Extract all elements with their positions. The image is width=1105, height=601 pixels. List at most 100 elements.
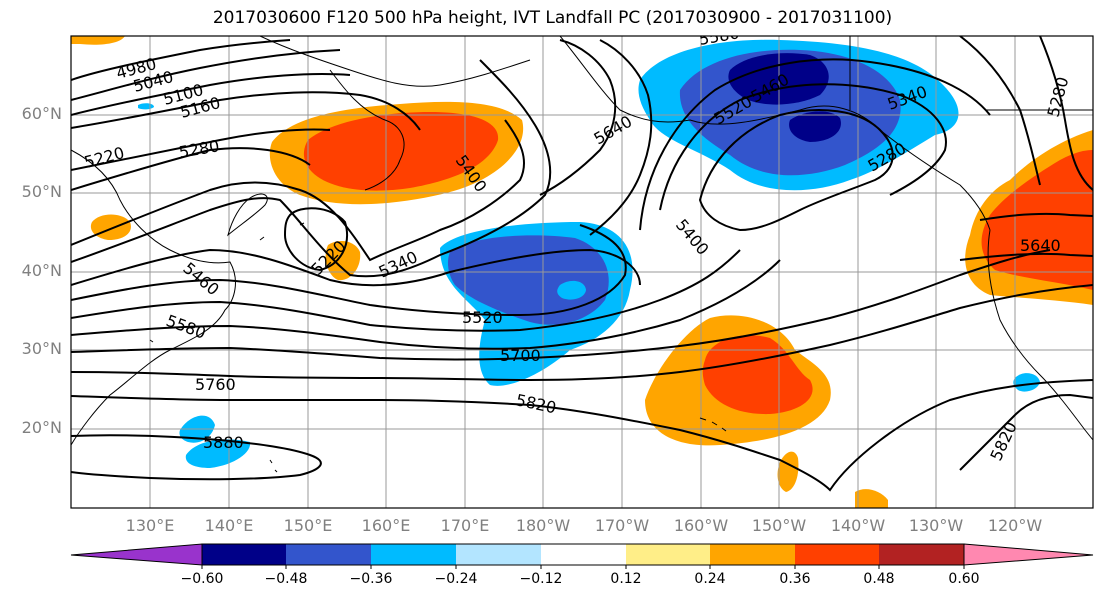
contour-label: 5220 — [82, 143, 126, 172]
colorbar-extend-high — [963, 543, 1094, 566]
contour-label: 5760 — [195, 375, 236, 394]
lat-label-20n: 20°N — [21, 418, 62, 437]
contour-label: 5400 — [672, 215, 713, 258]
contour-label: 5280 — [177, 136, 220, 162]
contour-5400 — [71, 59, 552, 278]
contour-label: 5700 — [500, 346, 541, 365]
colorbar-bin — [371, 544, 456, 565]
shade-negative-central-inner — [557, 280, 586, 300]
contour-5700 — [71, 249, 1051, 361]
contour-west3 — [979, 212, 1093, 221]
shade-positive-small4 — [855, 489, 888, 508]
lon-label-140e: 140°E — [204, 516, 254, 535]
colorbar-tick-label: 0.12 — [610, 571, 642, 587]
contour-5520 — [71, 224, 627, 317]
contour-label: 5460 — [179, 259, 222, 300]
contour-5580 — [71, 249, 741, 332]
colorbar-bin — [286, 544, 371, 565]
coast-siberia — [259, 36, 531, 87]
coast-alaska — [559, 36, 991, 231]
contour-5640 — [71, 259, 781, 350]
contour-ridge — [539, 39, 617, 196]
lon-label-180w: 180°W — [515, 516, 571, 535]
lon-label-150e: 150°E — [283, 516, 333, 535]
contour-5460 — [71, 248, 641, 287]
coast-hawaii — [699, 417, 727, 432]
contour-alaska-low3 — [639, 58, 991, 231]
contour-alaska-low1 — [698, 109, 894, 232]
contour-5220 — [71, 128, 331, 171]
height-contours — [71, 36, 1093, 492]
contour-5100 — [71, 73, 351, 116]
lat-label-40n: 40°N — [21, 261, 62, 280]
contour-label: 5640 — [591, 112, 636, 149]
contour-label: 5640 — [1020, 236, 1061, 255]
contour-5160 — [71, 91, 421, 131]
colorbar-tick-label: 0.36 — [779, 571, 811, 587]
contour-label: 5820 — [514, 390, 558, 417]
contour-5820 — [71, 379, 1093, 492]
coast-na-west — [987, 229, 1093, 441]
colorbar-extend-low — [70, 543, 203, 566]
colorbar-bin — [879, 544, 964, 565]
contour-label: 5880 — [203, 433, 244, 452]
contour-5040 — [71, 49, 341, 101]
contour-5880 — [71, 434, 322, 481]
colorbar-tick-label: 0.48 — [863, 571, 895, 587]
contour-5760 — [71, 284, 1093, 382]
lon-label-160w: 160°W — [673, 516, 729, 535]
coast-islands — [149, 222, 305, 473]
colorbar — [70, 543, 1094, 569]
shade-positive-small2 — [325, 240, 361, 281]
shade-negative-small4 — [138, 103, 154, 110]
colorbar-bin — [710, 544, 795, 565]
map-title: 2017030600 F120 500 hPa height, IVT Land… — [212, 8, 893, 28]
shade-negative-small2 — [185, 439, 251, 468]
shade-positive-kamchatka-core — [303, 112, 499, 191]
colorbar-bin — [626, 544, 710, 565]
lon-label-140w: 140°W — [830, 516, 886, 535]
contour-sw — [959, 393, 1093, 471]
contour-west1 — [959, 36, 1041, 186]
lat-label-60n: 60°N — [21, 104, 62, 123]
coast-kamchatka — [329, 69, 405, 191]
colorbar-tick-label: 0.24 — [694, 571, 726, 587]
shade-positive-corner — [71, 36, 125, 45]
contour-5220-ring — [283, 207, 348, 272]
contour-4980 — [71, 39, 291, 81]
colorbar-tick-label: −0.48 — [264, 571, 308, 587]
shade-negative-central-core — [447, 235, 609, 325]
contour-label: 5340 — [376, 247, 421, 281]
colorbar-tick-label: 0.60 — [948, 571, 980, 587]
coast-japan — [227, 193, 268, 237]
contour-label: 5520 — [462, 308, 503, 327]
coast-asia — [71, 149, 236, 446]
contour-west2 — [1039, 36, 1093, 191]
lon-label-170e: 170°E — [440, 516, 490, 535]
lon-label-120w: 120°W — [987, 516, 1043, 535]
lon-label-170w: 170°W — [594, 516, 650, 535]
lon-label-130w: 130°W — [908, 516, 964, 535]
shade-negative-alaska-core2 — [789, 111, 841, 142]
colorbar-bin — [541, 544, 626, 565]
map-frame — [70, 35, 1094, 509]
contour-alaska-low2 — [659, 83, 947, 211]
colorbar-bin — [795, 544, 879, 565]
colorbar-tick-label: −0.12 — [519, 571, 563, 587]
shade-positive-small3 — [777, 451, 799, 492]
lat-label-30n: 30°N — [21, 339, 62, 358]
contour-label: 5580 — [164, 311, 209, 343]
lon-label-130e: 130°E — [125, 516, 175, 535]
shade-negative-small3 — [1013, 373, 1040, 392]
lat-label-50n: 50°N — [21, 182, 62, 201]
colorbar-bin — [456, 544, 541, 565]
colorbar-tick-label: −0.36 — [349, 571, 393, 587]
contour-label: 5820 — [986, 419, 1020, 464]
contour-ridge2 — [589, 39, 653, 236]
contour-5340 — [71, 119, 525, 262]
contour-label: 5280 — [1044, 75, 1073, 119]
contour-west4 — [959, 252, 1093, 261]
coastlines — [71, 36, 1093, 473]
contour-5280 — [71, 147, 311, 191]
